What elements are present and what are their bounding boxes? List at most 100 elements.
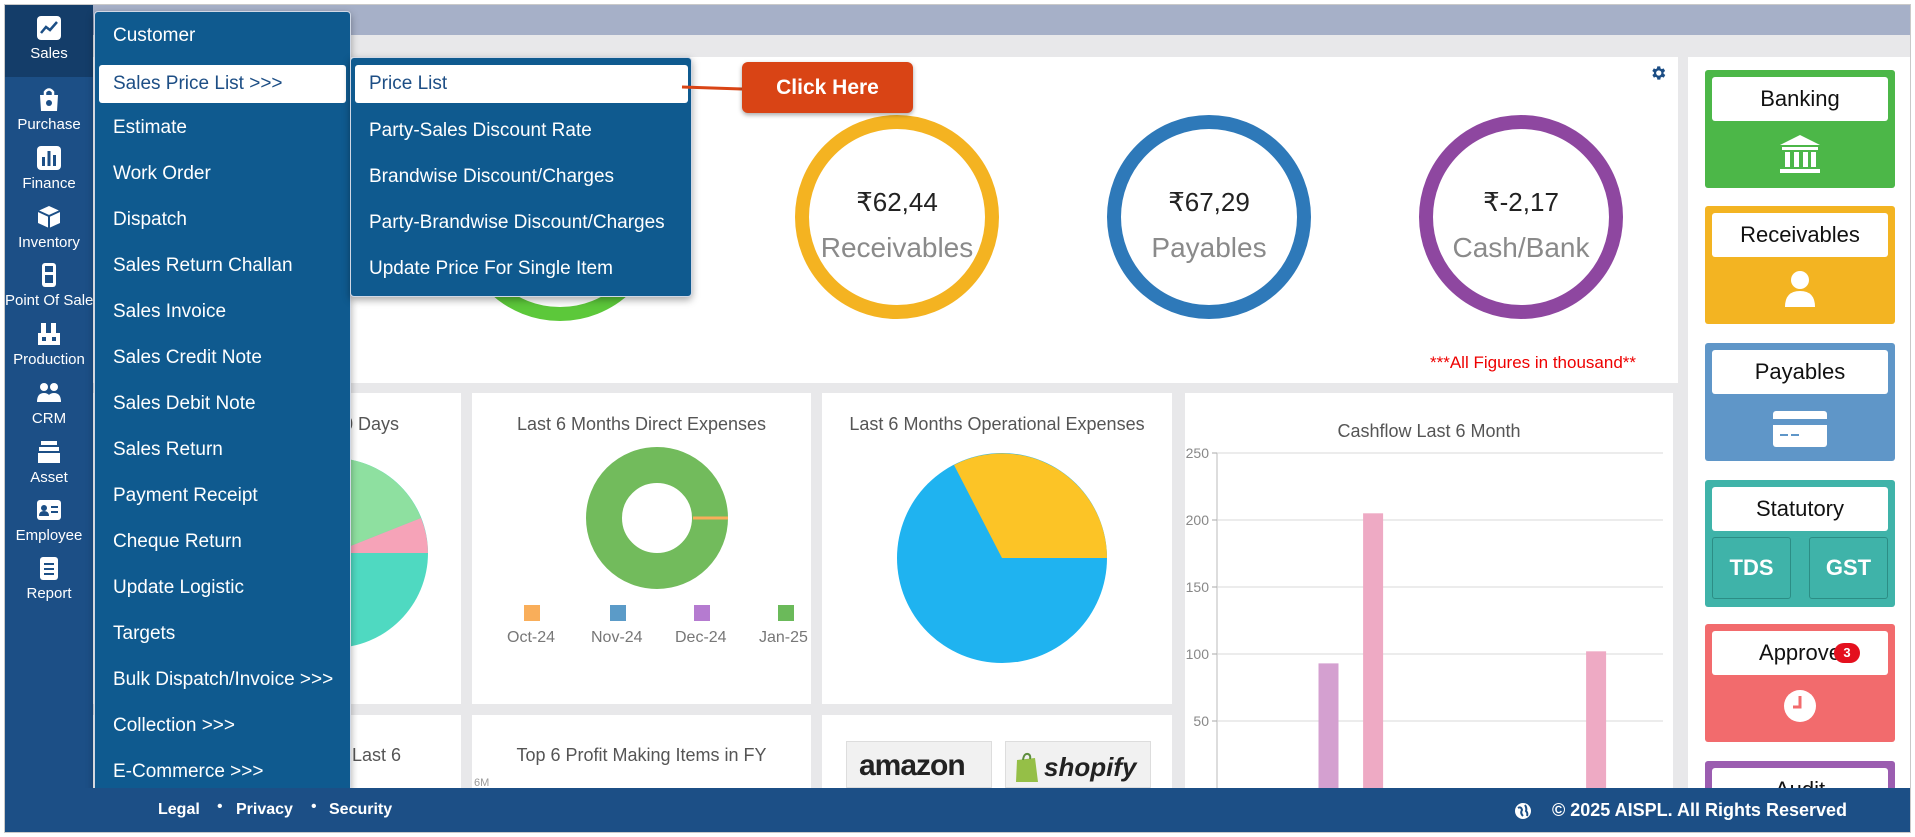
amazon-logo-text: amazon bbox=[859, 749, 966, 782]
sidebar-label-employee: Employee bbox=[15, 527, 83, 544]
tds-button[interactable]: TDS bbox=[1712, 537, 1791, 599]
cash-bank-caption: Cash/Bank bbox=[1452, 232, 1590, 263]
sidebar-label-point-of-sale: Point Of Sale bbox=[5, 292, 94, 309]
shopping-bag-icon bbox=[40, 88, 58, 111]
menu-item-sales-return-challan[interactable]: Sales Return Challan bbox=[113, 255, 293, 276]
op-pie-yellow bbox=[954, 453, 1107, 558]
sidebar-label-report: Report bbox=[26, 585, 72, 602]
app-frame: ₹62,44 Receivables ₹67,29 Payables ₹-2,1… bbox=[5, 5, 1910, 832]
submenu-item-update-price-single-item[interactable]: Update Price For Single Item bbox=[369, 258, 613, 279]
menu-item-sales-invoice[interactable]: Sales Invoice bbox=[113, 301, 227, 322]
menu-item-e-commerce[interactable]: E-Commerce >>> bbox=[113, 761, 264, 782]
sidebar-item-production[interactable]: Production bbox=[5, 311, 93, 383]
menu-item-work-order[interactable]: Work Order bbox=[113, 163, 211, 184]
sidebar-label-production: Production bbox=[13, 351, 85, 368]
menu-item-targets[interactable]: Targets bbox=[113, 623, 176, 644]
menu-item-sales-return[interactable]: Sales Return bbox=[113, 439, 223, 460]
payables-label: Payables bbox=[1712, 350, 1888, 394]
price-list-submenu: Price List Party-Sales Discount Rate Bra… bbox=[350, 57, 692, 297]
sidebar-item-asset[interactable]: Asset bbox=[5, 429, 93, 501]
receivables-caption: Receivables bbox=[820, 232, 974, 263]
menu-item-sales-debit-note[interactable]: Sales Debit Note bbox=[113, 393, 256, 414]
legend-jan-25: Jan-25 bbox=[759, 629, 808, 646]
globe-icon[interactable] bbox=[1514, 802, 1532, 820]
banking-button[interactable]: Banking bbox=[1705, 70, 1895, 188]
menu-item-collection[interactable]: Collection >>> bbox=[113, 715, 235, 736]
bar-chart-icon bbox=[37, 146, 61, 170]
legend-oct-24: Oct-24 bbox=[507, 629, 556, 646]
legend-swatch-oct bbox=[524, 605, 540, 621]
sidebar-label-inventory: Inventory bbox=[18, 234, 80, 251]
cashflow-bar[interactable] bbox=[1586, 651, 1607, 788]
receivables-button[interactable]: Receivables bbox=[1705, 206, 1895, 324]
legend-swatch-jan bbox=[778, 605, 794, 621]
menu-item-sales-price-list[interactable]: Sales Price List >>> bbox=[99, 65, 346, 103]
footer-link-privacy[interactable]: Privacy bbox=[236, 801, 293, 818]
profit-items-title: Top 6 Profit Making Items in FY bbox=[516, 745, 767, 765]
direct-expenses-donut bbox=[586, 447, 728, 589]
footer-link-security[interactable]: Security bbox=[329, 801, 393, 818]
approve-label: Approve bbox=[1712, 631, 1888, 675]
sidebar-item-finance[interactable]: Finance bbox=[5, 135, 93, 207]
footer: Legal • Privacy • Security © 2025 AISPL.… bbox=[5, 788, 1910, 832]
submenu-item-party-sales-discount-rate[interactable]: Party-Sales Discount Rate bbox=[369, 120, 592, 141]
days-pie-slice-pink bbox=[333, 518, 428, 553]
y-tick-label: 150 bbox=[1186, 579, 1210, 595]
receivables-amount: ₹62,44 bbox=[856, 187, 938, 217]
sidebar-item-inventory[interactable]: Inventory bbox=[5, 194, 93, 266]
submenu-item-price-list[interactable]: Price List bbox=[355, 65, 688, 103]
menu-item-dispatch[interactable]: Dispatch bbox=[113, 209, 187, 230]
figures-note: ***All Figures in thousand** bbox=[1430, 353, 1637, 372]
sidebar-item-report[interactable]: Report bbox=[5, 545, 93, 617]
submenu-item-brandwise-discount[interactable]: Brandwise Discount/Charges bbox=[369, 166, 615, 187]
cashflow-bar[interactable] bbox=[1363, 513, 1384, 788]
menu-item-bulk-dispatch-invoice[interactable]: Bulk Dispatch/Invoice >>> bbox=[113, 669, 334, 690]
box-icon bbox=[37, 206, 61, 228]
payables-circle[interactable]: ₹67,29 Payables bbox=[1107, 115, 1311, 319]
profit-axis-label: 6M bbox=[474, 777, 490, 789]
menu-item-sales-credit-note[interactable]: Sales Credit Note bbox=[113, 347, 262, 368]
copyright-text: © 2025 AISPL. All Rights Reserved bbox=[1551, 800, 1847, 820]
sidebar-item-crm[interactable]: CRM bbox=[5, 370, 93, 442]
sidebar-label-finance: Finance bbox=[22, 175, 76, 192]
chart-line-icon bbox=[37, 16, 61, 40]
footer-separator: • bbox=[217, 798, 223, 815]
profit-items-card: Top 6 Profit Making Items in FY 6M bbox=[472, 715, 811, 789]
operational-expenses-card: Last 6 Months Operational Expenses bbox=[822, 393, 1172, 704]
statutory-button[interactable]: Statutory TDS GST bbox=[1705, 480, 1895, 607]
footer-link-legal[interactable]: Legal bbox=[158, 801, 200, 818]
receivables-circle[interactable]: ₹62,44 Receivables bbox=[795, 115, 999, 319]
sidebar-item-point-of-sale[interactable]: Point Of Sale bbox=[5, 252, 93, 324]
sidebar-item-sales[interactable]: Sales bbox=[5, 5, 93, 77]
sidebar-label-sales: Sales bbox=[30, 45, 68, 62]
user-icon bbox=[1785, 271, 1815, 307]
sidebar-label-asset: Asset bbox=[30, 469, 68, 486]
sidebar-item-purchase[interactable]: Purchase bbox=[5, 76, 93, 148]
shopify-logo-text: shopify bbox=[1044, 752, 1137, 782]
payables-button[interactable]: Payables bbox=[1705, 343, 1895, 461]
menu-item-payment-receipt[interactable]: Payment Receipt bbox=[113, 485, 258, 506]
sidebar-item-employee[interactable]: Employee bbox=[5, 487, 93, 559]
banking-label: Banking bbox=[1712, 77, 1888, 121]
factory-icon bbox=[38, 323, 60, 345]
cash-bank-circle[interactable]: ₹-2,17 Cash/Bank bbox=[1419, 115, 1623, 319]
menu-item-estimate[interactable]: Estimate bbox=[113, 117, 187, 138]
gear-icon[interactable] bbox=[1649, 64, 1667, 82]
approve-count-badge: 3 bbox=[1834, 643, 1860, 663]
gst-button[interactable]: GST bbox=[1809, 537, 1888, 599]
shopify-logo[interactable]: shopify bbox=[1005, 741, 1151, 788]
menu-item-update-logistic[interactable]: Update Logistic bbox=[113, 577, 244, 598]
menu-item-cheque-return[interactable]: Cheque Return bbox=[113, 531, 242, 552]
report-icon bbox=[40, 557, 58, 580]
cashflow-title: Cashflow Last 6 Month bbox=[1337, 421, 1521, 441]
statutory-label: Statutory bbox=[1712, 487, 1888, 531]
submenu-item-party-brandwise-discount[interactable]: Party-Brandwise Discount/Charges bbox=[369, 212, 665, 233]
amazon-logo[interactable]: amazon bbox=[846, 741, 992, 788]
cashflow-bar[interactable] bbox=[1318, 663, 1339, 788]
y-tick-label: 50 bbox=[1193, 713, 1209, 729]
legend-swatch-nov bbox=[610, 605, 626, 621]
menu-item-customer[interactable]: Customer bbox=[113, 25, 196, 46]
sidebar-label-purchase: Purchase bbox=[17, 116, 81, 133]
approve-button[interactable]: Approve bbox=[1705, 624, 1895, 742]
